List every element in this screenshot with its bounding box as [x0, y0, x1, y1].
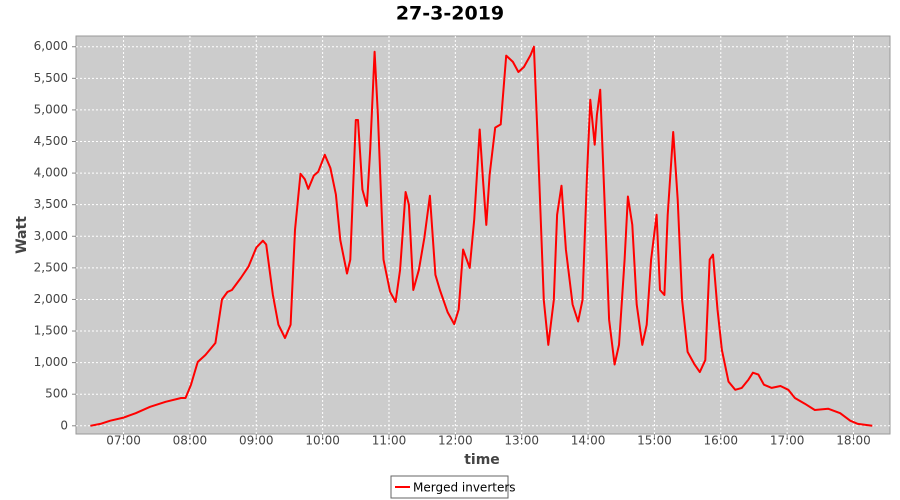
chart-title: 27-3-2019 [396, 3, 504, 25]
legend-label: Merged inverters [413, 481, 516, 495]
y-tick-label: 4,000 [34, 166, 68, 180]
y-tick-label: 3,500 [34, 197, 68, 211]
y-tick-label: 3,000 [34, 229, 68, 243]
plot-area [75, 35, 891, 435]
legend [390, 475, 509, 499]
x-tick-label: 09:00 [239, 434, 274, 448]
x-tick-label: 10:00 [305, 434, 340, 448]
y-tick-label: 2,000 [34, 292, 68, 306]
x-tick-label: 13:00 [504, 434, 539, 448]
y-tick-label: 500 [45, 387, 68, 401]
x-tick-label: 11:00 [372, 434, 407, 448]
marks [90, 45, 873, 427]
x-tick-label: 14:00 [571, 434, 606, 448]
x-tick-label: 17:00 [770, 434, 805, 448]
y-tick-label: 1,000 [34, 355, 68, 369]
y-axis-label: Watt [14, 216, 30, 254]
x-tick-label: 12:00 [438, 434, 473, 448]
data-line [90, 45, 873, 427]
y-tick-label: 1,500 [34, 324, 68, 338]
x-tick-label: 15:00 [637, 434, 672, 448]
y-tick-label: 5,500 [34, 71, 68, 85]
y-tick-label: 5,000 [34, 102, 68, 116]
x-tick-label: 07:00 [106, 434, 141, 448]
x-tick-label: 16:00 [703, 434, 738, 448]
y-tick-label: 0 [60, 418, 68, 432]
y-tick-label: 2,500 [34, 260, 68, 274]
y-tick-label: 4,500 [34, 134, 68, 148]
x-tick-label: 18:00 [836, 434, 871, 448]
x-tick-label: 08:00 [173, 434, 208, 448]
x-axis-label: time [464, 452, 500, 468]
y-tick-label: 6,000 [34, 39, 68, 53]
